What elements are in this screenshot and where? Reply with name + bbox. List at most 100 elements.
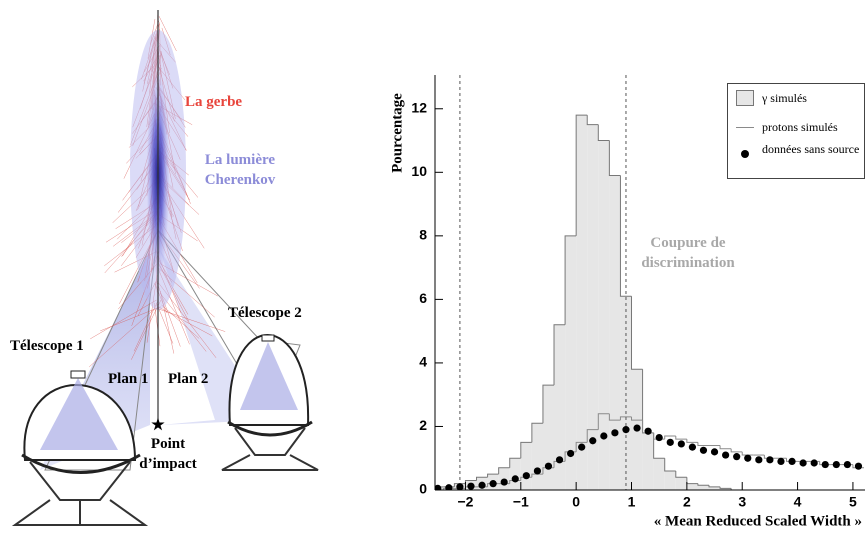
histogram-step	[708, 485, 721, 488]
histogram-bar	[642, 432, 654, 490]
legend-swatch	[736, 127, 754, 128]
data-point	[666, 438, 674, 446]
data-point	[744, 454, 752, 462]
shower-track	[156, 303, 174, 344]
histogram-bar	[653, 458, 665, 490]
histogram-step	[664, 458, 676, 472]
histogram-bar	[565, 235, 577, 490]
histogram-step	[531, 422, 543, 443]
histogram-bar	[709, 486, 721, 490]
histogram-bar	[720, 488, 732, 490]
histogram-bar	[520, 442, 532, 490]
histogram-bar	[542, 385, 555, 490]
histogram-bar	[697, 485, 710, 490]
telescope-2-label: Télescope 2	[228, 305, 302, 321]
histogram-step	[719, 486, 732, 489]
histogram-step	[686, 439, 698, 443]
legend: γ simulés protons simulés données sans s…	[727, 83, 865, 179]
histogram-step	[487, 473, 499, 478]
data-point	[435, 484, 442, 490]
data-point	[533, 467, 542, 475]
histogram-step	[675, 470, 687, 478]
telescope-1-label: Télescope 1	[10, 338, 84, 354]
y-axis-label: Pourcentage	[389, 93, 405, 173]
data-point	[854, 462, 863, 470]
legend-swatch	[741, 150, 749, 158]
data-point	[467, 482, 475, 490]
x-tick-label: −1	[513, 494, 529, 510]
histogram-step	[730, 448, 743, 453]
data-point	[644, 427, 652, 435]
data-point	[611, 429, 619, 437]
y-tick-label: 4	[419, 354, 427, 370]
data-point	[589, 437, 597, 445]
legend-label: protons simulés	[762, 120, 838, 134]
plane-edge	[44, 229, 159, 471]
histogram-step	[597, 413, 610, 430]
histogram-step	[631, 296, 643, 370]
diagram: ★	[11, 10, 319, 526]
histogram-step	[498, 467, 510, 475]
data-point	[843, 460, 851, 469]
x-tick-label: 4	[794, 494, 802, 510]
shower-label: La gerbe	[185, 94, 243, 110]
histogram-step	[509, 457, 521, 468]
histogram-step	[697, 483, 710, 486]
data-point	[500, 478, 508, 486]
data-point	[766, 456, 774, 464]
data-point	[622, 426, 630, 434]
plane-edge	[157, 229, 301, 422]
data-point	[633, 424, 641, 432]
cut-annotation: Coupure de discrimination	[641, 235, 735, 271]
shower-track	[155, 305, 213, 337]
y-tick-label: 2	[419, 417, 427, 433]
x-tick-label: 2	[683, 494, 691, 510]
data-point	[445, 484, 453, 490]
data-point	[489, 480, 497, 488]
histogram-bar	[609, 175, 621, 490]
shower-track	[159, 292, 207, 352]
histogram-step	[608, 413, 621, 421]
plane-1-label: Plan 1	[108, 371, 149, 387]
histogram-bar	[587, 124, 599, 490]
legend-label: données sans source	[762, 142, 860, 156]
histogram-step	[719, 445, 732, 450]
shower-track	[90, 299, 157, 340]
data-point	[810, 459, 818, 467]
histogram-step	[741, 451, 754, 456]
data-point	[567, 449, 575, 458]
data-point	[688, 443, 697, 451]
histogram-step	[520, 441, 532, 459]
histogram-bar	[675, 477, 687, 490]
impact-star: ★	[151, 417, 165, 433]
histogram-step	[686, 477, 698, 485]
histogram-step	[575, 114, 588, 236]
plot-area	[435, 75, 864, 490]
x-axis-label: « Mean Reduced Scaled Width »	[654, 513, 862, 529]
histogram-bar	[531, 423, 543, 490]
plane-2-label: Plan 2	[168, 371, 209, 387]
histogram-bar	[554, 324, 566, 490]
histogram-bar	[509, 458, 521, 490]
histogram-bar	[664, 470, 676, 490]
histogram-bar	[686, 483, 698, 490]
data-point	[522, 472, 530, 480]
shower-track	[88, 308, 155, 368]
data-point	[578, 443, 586, 451]
data-point	[710, 448, 719, 456]
data-point	[799, 459, 807, 467]
histogram-step	[586, 115, 599, 126]
histogram-step	[619, 416, 632, 421]
data-point	[456, 483, 464, 490]
legend-label: γ simulés	[762, 91, 807, 105]
data-point	[722, 451, 730, 459]
histogram-step	[531, 473, 543, 478]
data-point	[821, 460, 829, 469]
histogram-step	[631, 416, 643, 421]
y-tick-label: 8	[419, 227, 427, 243]
data-point	[544, 462, 553, 470]
x-tick-label: −2	[457, 494, 473, 510]
shower-track	[131, 299, 162, 360]
